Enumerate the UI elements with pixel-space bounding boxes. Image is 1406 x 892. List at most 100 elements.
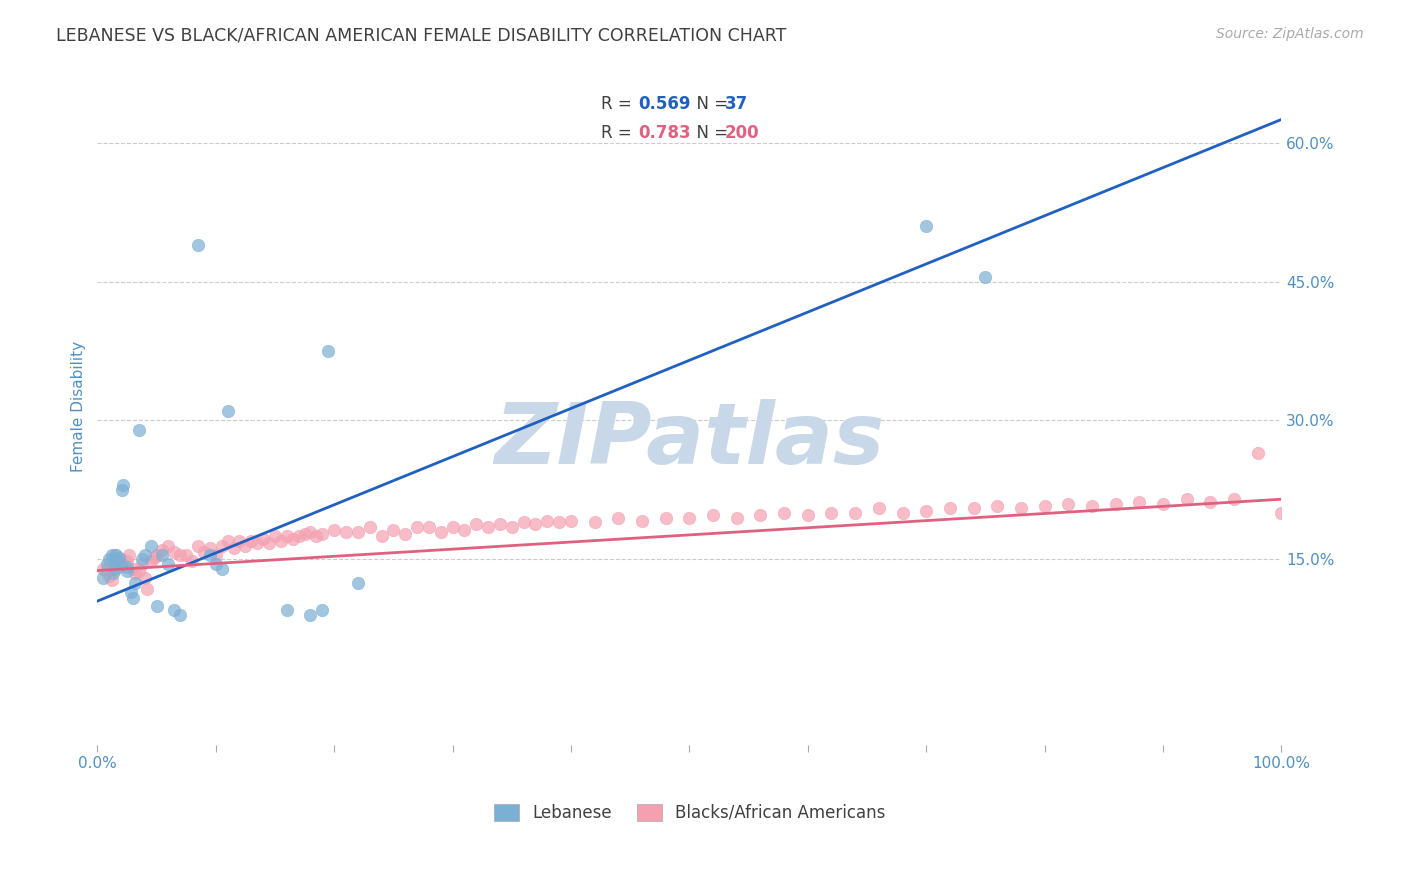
Point bbox=[122, 591, 145, 606]
Point bbox=[335, 524, 357, 539]
Point bbox=[316, 344, 339, 359]
Point bbox=[98, 569, 121, 583]
Point bbox=[103, 557, 125, 571]
Point bbox=[91, 571, 114, 585]
Point bbox=[157, 557, 180, 571]
Point bbox=[198, 541, 221, 556]
Point bbox=[181, 554, 204, 568]
Text: Source: ZipAtlas.com: Source: ZipAtlas.com bbox=[1216, 27, 1364, 41]
Point bbox=[678, 510, 700, 524]
Point bbox=[749, 508, 772, 522]
Point bbox=[287, 529, 309, 543]
Point bbox=[311, 603, 333, 617]
Point bbox=[120, 585, 142, 599]
Point bbox=[104, 548, 127, 562]
Text: ZIPatlas: ZIPatlas bbox=[495, 399, 884, 482]
Point bbox=[524, 517, 547, 532]
Point bbox=[347, 575, 370, 590]
Point bbox=[96, 557, 118, 571]
Point bbox=[91, 562, 114, 576]
Point bbox=[1010, 501, 1032, 516]
Point bbox=[1152, 497, 1174, 511]
Point bbox=[560, 514, 582, 528]
Point bbox=[240, 533, 263, 548]
Point bbox=[115, 554, 138, 568]
Point bbox=[725, 510, 748, 524]
Point bbox=[281, 532, 304, 546]
Point bbox=[276, 603, 298, 617]
Point bbox=[702, 508, 724, 522]
Point bbox=[797, 508, 820, 522]
Point bbox=[204, 548, 226, 562]
Point bbox=[252, 532, 274, 546]
Point bbox=[107, 554, 129, 568]
Point bbox=[654, 510, 676, 524]
Legend: Lebanese, Blacks/African Americans: Lebanese, Blacks/African Americans bbox=[484, 794, 896, 831]
Point bbox=[359, 520, 381, 534]
Point bbox=[477, 520, 499, 534]
Point bbox=[246, 535, 269, 549]
Point bbox=[94, 564, 117, 578]
Point bbox=[187, 237, 209, 252]
Point bbox=[1104, 497, 1126, 511]
Text: N =: N = bbox=[686, 124, 733, 142]
Text: 37: 37 bbox=[725, 95, 748, 112]
Point bbox=[548, 516, 571, 530]
Point bbox=[124, 575, 146, 590]
Point bbox=[1057, 497, 1080, 511]
Point bbox=[152, 548, 174, 562]
Point bbox=[217, 404, 239, 418]
Point bbox=[118, 548, 141, 562]
Point bbox=[1033, 499, 1056, 513]
Text: 0.783: 0.783 bbox=[638, 124, 692, 142]
Point bbox=[98, 552, 121, 566]
Point bbox=[453, 523, 475, 537]
Point bbox=[257, 535, 280, 549]
Point bbox=[1199, 495, 1222, 509]
Point bbox=[299, 607, 322, 622]
Text: 200: 200 bbox=[725, 124, 759, 142]
Point bbox=[217, 533, 239, 548]
Point bbox=[773, 506, 796, 520]
Point bbox=[501, 520, 523, 534]
Point bbox=[305, 529, 328, 543]
Point bbox=[1128, 495, 1150, 509]
Point bbox=[974, 269, 997, 284]
Point bbox=[986, 499, 1008, 513]
Point bbox=[323, 523, 346, 537]
Point bbox=[107, 559, 129, 574]
Point bbox=[347, 524, 370, 539]
Point bbox=[382, 523, 405, 537]
Point bbox=[1223, 492, 1246, 507]
Point bbox=[294, 526, 316, 541]
Point bbox=[145, 548, 167, 562]
Point bbox=[1270, 506, 1292, 520]
Text: LEBANESE VS BLACK/AFRICAN AMERICAN FEMALE DISABILITY CORRELATION CHART: LEBANESE VS BLACK/AFRICAN AMERICAN FEMAL… bbox=[56, 27, 786, 45]
Point bbox=[489, 517, 512, 532]
Text: 0.569: 0.569 bbox=[638, 95, 690, 112]
Point bbox=[169, 607, 191, 622]
Point bbox=[429, 524, 451, 539]
Point bbox=[163, 603, 186, 617]
Point bbox=[1081, 499, 1104, 513]
Point bbox=[844, 506, 866, 520]
Point bbox=[211, 539, 233, 553]
Point bbox=[198, 548, 221, 562]
Point bbox=[128, 564, 150, 578]
Point bbox=[104, 562, 127, 576]
Point bbox=[204, 557, 226, 571]
Point bbox=[1175, 492, 1198, 507]
Point bbox=[270, 533, 292, 548]
Point bbox=[820, 506, 842, 520]
Point bbox=[222, 541, 245, 556]
Point bbox=[110, 552, 132, 566]
Point bbox=[187, 539, 209, 553]
Point bbox=[107, 554, 129, 568]
Point bbox=[370, 529, 392, 543]
Point bbox=[465, 517, 488, 532]
Point bbox=[143, 550, 166, 565]
Point bbox=[1247, 446, 1270, 460]
Point bbox=[299, 524, 322, 539]
Point bbox=[110, 557, 132, 571]
Point bbox=[536, 514, 558, 528]
